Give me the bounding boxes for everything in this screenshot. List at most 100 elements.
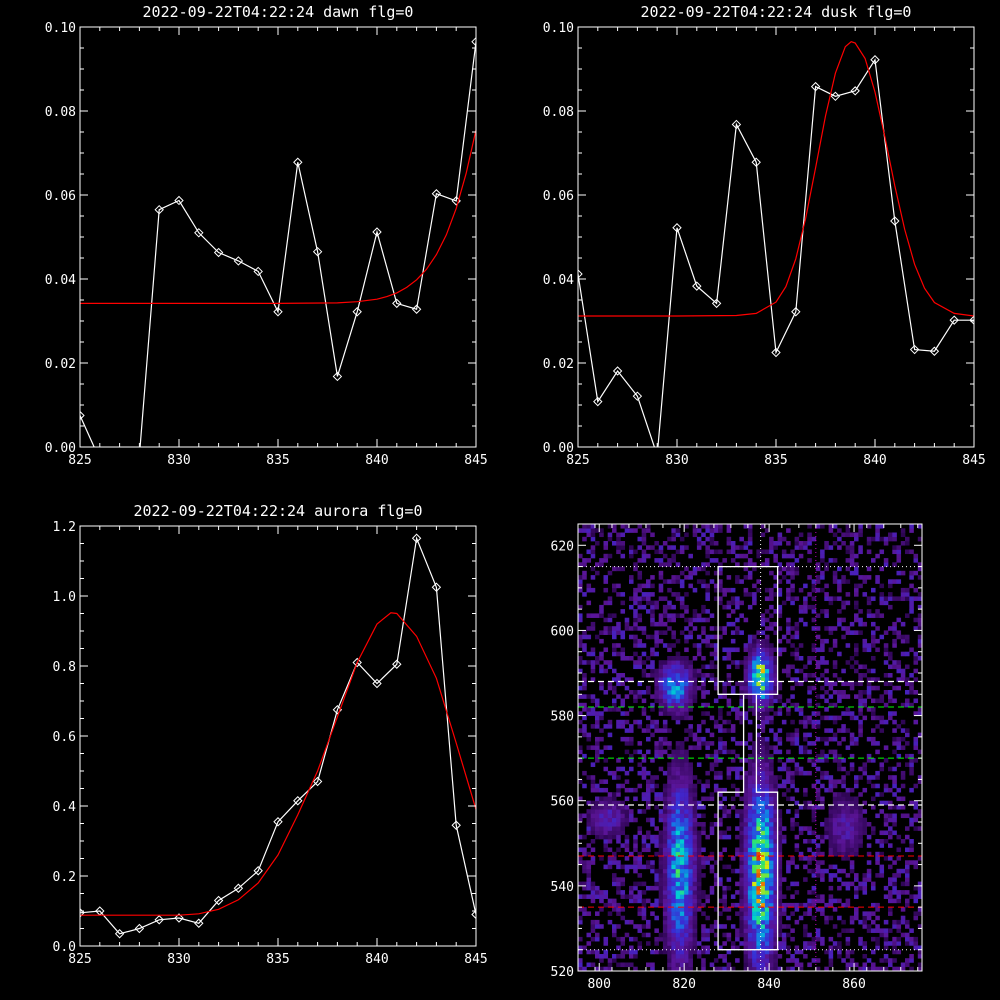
heatmap-cell — [654, 915, 659, 921]
heatmap-cell — [701, 524, 706, 529]
data-point — [791, 307, 801, 317]
heatmap-cell — [837, 915, 842, 921]
heatmap-cell — [871, 536, 876, 542]
heatmap-cell — [794, 732, 800, 738]
heatmap-cell — [756, 954, 761, 959]
heatmap-cell — [832, 809, 838, 814]
heatmap-cell — [667, 864, 672, 870]
heatmap-cell — [849, 766, 855, 772]
heatmap-cell — [828, 681, 834, 687]
heatmap-cell — [637, 911, 643, 916]
heatmap-cell — [730, 856, 736, 861]
heatmap-cell — [892, 813, 897, 819]
heatmap-cell — [756, 792, 761, 797]
heatmap-cell — [726, 575, 732, 580]
heatmap-cell — [624, 847, 630, 853]
heatmap-cell — [662, 630, 668, 635]
heatmap-cell — [637, 762, 643, 767]
heatmap-cell — [590, 919, 596, 925]
heatmap-cell — [760, 949, 766, 955]
heatmap-cell — [688, 830, 693, 836]
heatmap-cell — [917, 911, 923, 916]
heatmap-cell — [798, 707, 804, 712]
heatmap-cell — [756, 587, 761, 593]
heatmap-cell — [752, 915, 757, 921]
heatmap-cell — [913, 660, 919, 665]
heatmap-cell — [756, 685, 761, 691]
heatmap-cell — [798, 545, 804, 550]
heatmap-cell — [773, 924, 778, 929]
heatmap-cell — [760, 741, 766, 746]
heatmap-cell — [739, 907, 744, 912]
heatmap-cell — [590, 698, 596, 704]
heatmap-cell — [595, 758, 600, 763]
heatmap-cell — [735, 809, 740, 814]
heatmap-cell — [760, 736, 766, 742]
heatmap-cell — [913, 558, 919, 563]
heatmap-cell — [582, 966, 587, 972]
heatmap-cell — [845, 694, 851, 699]
heatmap-cell — [675, 851, 681, 857]
heatmap-cell — [582, 660, 587, 665]
heatmap-cell — [837, 579, 842, 584]
heatmap-cell — [671, 962, 676, 968]
heatmap-cell — [786, 566, 791, 572]
heatmap-cell — [862, 826, 868, 831]
heatmap-cell — [679, 779, 685, 784]
heatmap-cell — [769, 958, 774, 963]
heatmap-cell — [603, 902, 609, 908]
heatmap-cell — [845, 847, 851, 853]
heatmap-cell — [905, 890, 910, 895]
heatmap-cell — [662, 707, 668, 712]
heatmap-cell — [654, 941, 659, 946]
heatmap-cell — [773, 558, 778, 563]
heatmap-cell — [671, 885, 676, 891]
heatmap-cell — [883, 966, 889, 972]
heatmap-cell — [837, 694, 842, 699]
heatmap-cell — [832, 643, 838, 648]
heatmap-cell — [629, 962, 634, 968]
heatmap-cell — [582, 907, 587, 912]
heatmap-cell — [905, 847, 910, 853]
heatmap-cell — [612, 834, 617, 840]
heatmap-cell — [756, 868, 761, 874]
heatmap-cell — [845, 796, 851, 802]
heatmap-cell — [807, 770, 812, 776]
heatmap-cell — [637, 660, 643, 665]
heatmap-cell — [781, 779, 787, 784]
y-tick-label: 0.2 — [53, 870, 76, 885]
heatmap-cell — [679, 570, 685, 576]
heatmap-cell — [726, 826, 732, 831]
heatmap-cell — [807, 805, 812, 810]
heatmap-cell — [688, 698, 693, 704]
heatmap-cell — [743, 647, 749, 653]
heatmap-cell — [858, 694, 863, 699]
heatmap-cell — [811, 885, 817, 891]
heatmap-cell — [820, 868, 825, 874]
heatmap-cell — [743, 894, 749, 899]
heatmap-cell — [671, 919, 676, 925]
heatmap-cell — [747, 779, 753, 784]
heatmap-cell — [841, 822, 846, 827]
heatmap-cell — [883, 647, 889, 653]
heatmap-cell — [811, 741, 817, 746]
heatmap-cell — [688, 775, 693, 780]
heatmap-cell — [620, 890, 626, 895]
heatmap-cell — [654, 668, 659, 674]
heatmap-cell — [803, 745, 808, 750]
heatmap-cell — [667, 613, 672, 618]
heatmap-cell — [743, 949, 749, 955]
heatmap-cell — [616, 907, 621, 912]
heatmap-cell — [820, 936, 825, 942]
heatmap-cell — [832, 532, 838, 538]
heatmap-cell — [832, 524, 838, 529]
heatmap-cell — [675, 596, 681, 601]
heatmap-cell — [879, 596, 885, 601]
heatmap-cell — [905, 702, 910, 708]
heatmap-cell — [705, 894, 710, 899]
heatmap-cell — [803, 770, 808, 776]
heatmap-cell — [862, 890, 868, 895]
heatmap-cell — [696, 724, 702, 729]
heatmap-cell — [701, 822, 706, 827]
heatmap-cell — [900, 587, 906, 593]
